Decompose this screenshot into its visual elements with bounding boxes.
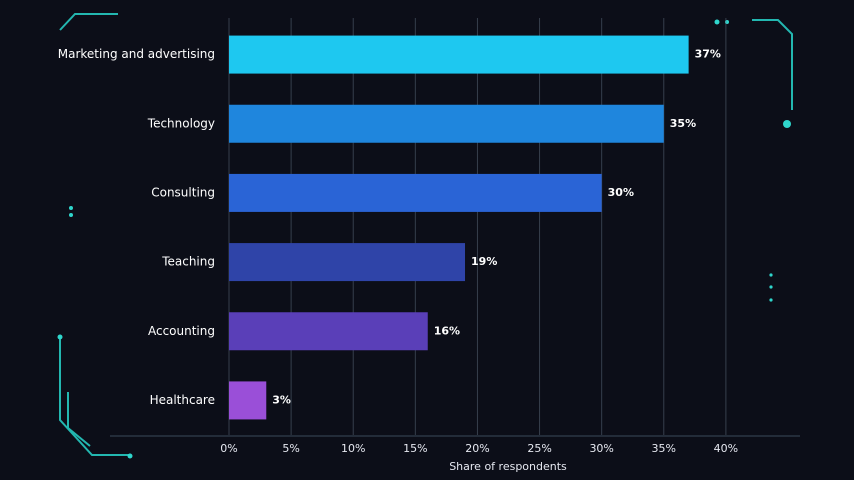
x-tick-label: 40% [714, 442, 738, 455]
value-label: 30% [608, 186, 634, 199]
y-tick-label: Marketing and advertising [58, 47, 215, 61]
corner-line [59, 13, 118, 31]
corner-line [67, 392, 91, 447]
x-tick-label: 10% [341, 442, 365, 455]
bar [229, 35, 689, 74]
value-label: 3% [272, 393, 291, 406]
value-label: 16% [434, 324, 460, 337]
dot [57, 334, 63, 340]
x-tick-label: 15% [403, 442, 427, 455]
corner-line [752, 19, 793, 110]
dot [69, 213, 73, 217]
x-tick-label: 0% [220, 442, 237, 455]
value-label: 37% [695, 48, 721, 61]
bar [229, 243, 466, 282]
bar [229, 312, 428, 351]
dot [127, 453, 133, 459]
corner-line [59, 338, 130, 456]
dot [714, 19, 720, 25]
decoration-dots [57, 19, 791, 459]
dot [769, 298, 773, 302]
x-axis-title: Share of respondents [449, 460, 567, 473]
x-tick-label: 25% [527, 442, 551, 455]
y-tick-label: Healthcare [150, 393, 215, 407]
dot [69, 206, 73, 210]
value-label: 19% [471, 255, 497, 268]
dot [783, 120, 791, 128]
decoration [59, 13, 793, 456]
dot [769, 285, 773, 289]
y-tick-label: Consulting [151, 185, 215, 199]
value-label: 35% [670, 117, 696, 130]
x-tick-label: 5% [282, 442, 299, 455]
bar [229, 104, 664, 143]
y-tick-label: Accounting [148, 324, 215, 338]
y-tick-label: Technology [147, 116, 215, 130]
x-tick-label: 20% [465, 442, 489, 455]
bar [229, 173, 602, 212]
dot [769, 273, 773, 277]
y-tick-label: Teaching [161, 255, 215, 269]
x-tick-label: 35% [652, 442, 676, 455]
x-tick-label: 30% [589, 442, 613, 455]
bar [229, 381, 267, 420]
